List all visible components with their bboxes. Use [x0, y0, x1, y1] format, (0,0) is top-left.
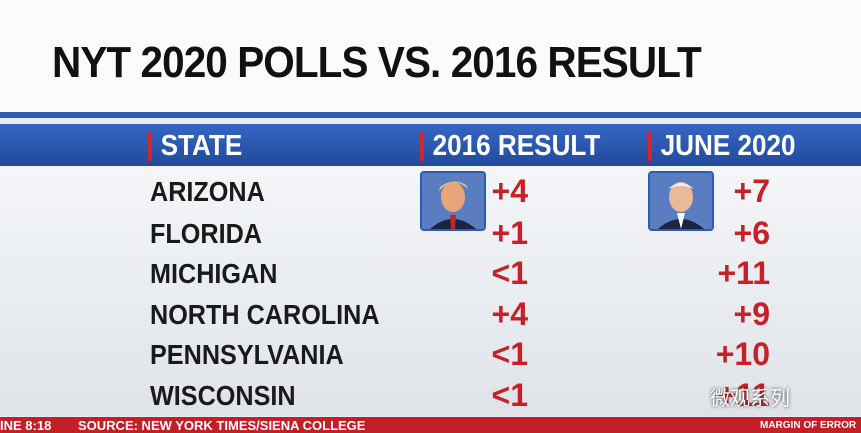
ticker-time: INE 8:18	[0, 418, 52, 433]
ticker-note: MARGIN OF ERROR	[760, 420, 857, 431]
state-name: MICHIGAN	[150, 258, 278, 289]
candidate-photo	[648, 171, 714, 231]
title-panel	[0, 0, 861, 118]
candidate-photo	[420, 171, 486, 231]
watermark: 微观系列	[710, 388, 790, 410]
poll-2020: +9	[733, 296, 770, 332]
state-name: NORTH CAROLINA	[150, 299, 380, 330]
header-bar	[0, 124, 861, 166]
column-header: JUNE 2020	[648, 131, 796, 161]
state-name: PENNSYLVANIA	[150, 339, 344, 370]
poll-2020: +7	[733, 173, 770, 209]
poll-2020: +11	[717, 255, 770, 291]
photo-trump	[422, 173, 484, 229]
photo-biden	[650, 173, 712, 229]
state-name: WISCONSIN	[150, 380, 296, 411]
state-name: ARIZONA	[150, 176, 265, 207]
poll-2020: +11	[717, 377, 770, 413]
ticker-bar	[0, 417, 861, 433]
title: NYT 2020 POLLS VS. 2016 RESULT	[52, 38, 702, 87]
state-name: FLORIDA	[150, 218, 262, 249]
result-2016: <1	[491, 336, 528, 372]
column-header: 2016 RESULT	[420, 131, 600, 161]
result-2016: +1	[491, 215, 528, 251]
result-2016: +4	[491, 173, 528, 209]
result-2016: <1	[491, 377, 528, 413]
result-2016: +4	[491, 296, 528, 332]
result-2016: <1	[491, 255, 528, 291]
poll-2020: +10	[715, 336, 770, 372]
ticker-source: SOURCE: NEW YORK TIMES/SIENA COLLEGE	[78, 418, 366, 433]
column-header: STATE	[148, 131, 242, 161]
poll-2020: +6	[733, 215, 770, 251]
